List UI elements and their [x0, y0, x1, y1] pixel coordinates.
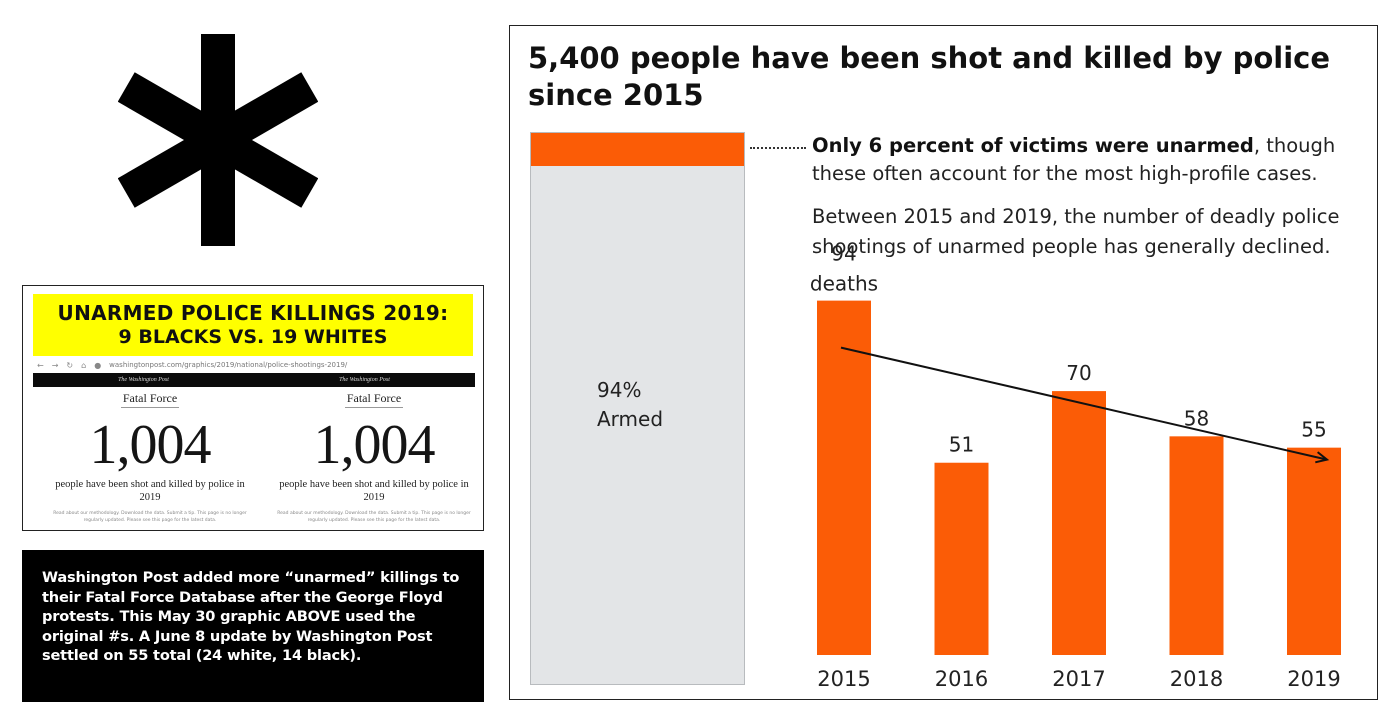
- reload-icon: ↻: [66, 360, 74, 370]
- bar-value-label: 51: [949, 433, 974, 457]
- masthead-right: The Washington Post: [339, 377, 390, 383]
- forward-arrow-icon: →: [51, 360, 59, 370]
- bar-value-label: 58: [1184, 406, 1209, 430]
- bar-value-label: 70: [1066, 361, 1091, 385]
- fatal-force-column-1: Fatal Force 1,004 people have been shot …: [45, 389, 255, 524]
- bar-value-label: 55: [1301, 418, 1326, 442]
- fatal-force-number: 1,004: [313, 414, 436, 476]
- bar-2015: [817, 300, 871, 655]
- fatal-force-title: Fatal Force: [344, 391, 404, 408]
- fatal-force-fine-print: Read about our methodology. Download the…: [53, 511, 247, 523]
- callout-decline: Between 2015 and 2019, the number of dea…: [812, 205, 1340, 258]
- callout-leader-line: [750, 147, 806, 149]
- masthead-left: The Washington Post: [118, 377, 169, 383]
- asterisk-icon: [118, 34, 318, 246]
- inset-screenshot: UNARMED POLICE KILLINGS 2019: 9 BLACKS V…: [22, 285, 484, 531]
- fatal-force-title: Fatal Force: [120, 391, 180, 408]
- banner-line-1: UNARMED POLICE KILLINGS 2019:: [57, 301, 449, 325]
- stacked-bar-unarmed-segment: [531, 133, 744, 167]
- home-icon: ⌂: [81, 360, 87, 370]
- x-tick-label: 2019: [1287, 667, 1340, 691]
- stacked-bar-label-line: Armed: [597, 407, 664, 431]
- fatal-force-column-2: Fatal Force 1,004 people have been shot …: [269, 389, 479, 524]
- callout-unarmed-rest: , though these often account for the mos…: [812, 134, 1336, 185]
- inset-banner: UNARMED POLICE KILLINGS 2019: 9 BLACKS V…: [33, 294, 473, 356]
- callout-unarmed: Only 6 percent of victims were unarmed, …: [812, 132, 1367, 188]
- callout-unarmed-bold: Only 6 percent of victims were unarmed: [812, 134, 1254, 157]
- bar-2019: [1287, 447, 1341, 655]
- inset-address-bar: ← → ↻ ⌂ ● washingtonpost.com/graphics/20…: [37, 359, 473, 371]
- fatal-force-subtitle: people have been shot and killed by poli…: [279, 479, 469, 503]
- x-tick-label: 2018: [1170, 667, 1223, 691]
- trend-arrow-line: [840, 346, 1328, 461]
- back-arrow-icon: ←: [37, 360, 44, 370]
- stacked-bar-label-line: 94%: [597, 378, 642, 402]
- stacked-bar-total: 94% Armed: [530, 132, 745, 685]
- fatal-force-fine-print: Read about our methodology. Download the…: [277, 511, 471, 523]
- fatal-force-subtitle: people have been shot and killed by poli…: [55, 479, 245, 503]
- bar-2018: [1169, 436, 1224, 655]
- fatal-force-number: 1,004: [89, 414, 212, 476]
- bar-value-label: 94: [831, 242, 856, 266]
- bar-2016: [934, 462, 989, 655]
- chart-title: 5,400 people have been shot and killed b…: [528, 41, 1331, 112]
- lock-icon: ●: [94, 360, 102, 370]
- note-text: Washington Post added more “unarmed” kil…: [42, 569, 460, 665]
- stacked-bar-armed-label: 94% Armed: [597, 376, 663, 434]
- yearly-bar-chart: 94 deaths 2015 51 2016 70 2017 58 2018 55 2019: [810, 242, 1341, 691]
- bar-2017: [1052, 391, 1106, 655]
- x-tick-label: 2016: [935, 667, 988, 691]
- inset-masthead-bar: The Washington Post The Washington Post: [33, 373, 475, 387]
- bar-value-unit-label: deaths: [810, 272, 878, 296]
- trend-arrow-head: [1315, 451, 1330, 464]
- note-box: Washington Post added more “unarmed” kil…: [22, 550, 484, 702]
- x-tick-label: 2015: [817, 667, 870, 691]
- banner-line-2: 9 BLACKS VS. 19 WHITES: [118, 326, 388, 348]
- chart-panel: 5,400 people have been shot and killed b…: [509, 25, 1378, 700]
- x-tick-label: 2017: [1052, 667, 1105, 691]
- inset-url-text: washingtonpost.com/graphics/2019/nationa…: [109, 361, 348, 369]
